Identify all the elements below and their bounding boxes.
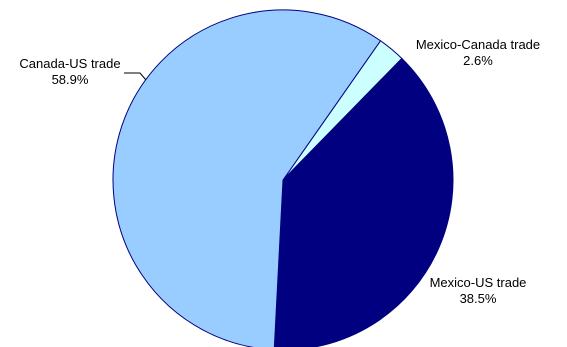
slice-label-name: Mexico-US trade xyxy=(430,275,527,290)
slice-label-value: 2.6% xyxy=(463,53,493,68)
slice-label-value: 38.5% xyxy=(460,291,497,306)
pie-slices xyxy=(112,9,454,347)
slice-labels: Mexico-Canada trade 2.6% Mexico-US trade 38… xyxy=(19,37,540,306)
slice-label-mexico-us-trade: Mexico-US trade 38.5% xyxy=(430,275,527,306)
slice-label-name: Mexico-Canada trade xyxy=(416,37,540,52)
slice-label-name: Canada-US trade xyxy=(19,56,120,71)
slice-label-mexico-canada-trade: Mexico-Canada trade 2.6% xyxy=(416,37,540,68)
pie-slice-canada-us-trade xyxy=(112,9,382,347)
slice-label-value: 58.9% xyxy=(52,72,89,87)
leader-lines xyxy=(124,72,147,81)
slice-label-canada-us-trade: Canada-US trade 58.9% xyxy=(19,56,120,87)
leader-line xyxy=(124,72,147,81)
pie-slice-mexico-us-trade xyxy=(273,57,454,347)
